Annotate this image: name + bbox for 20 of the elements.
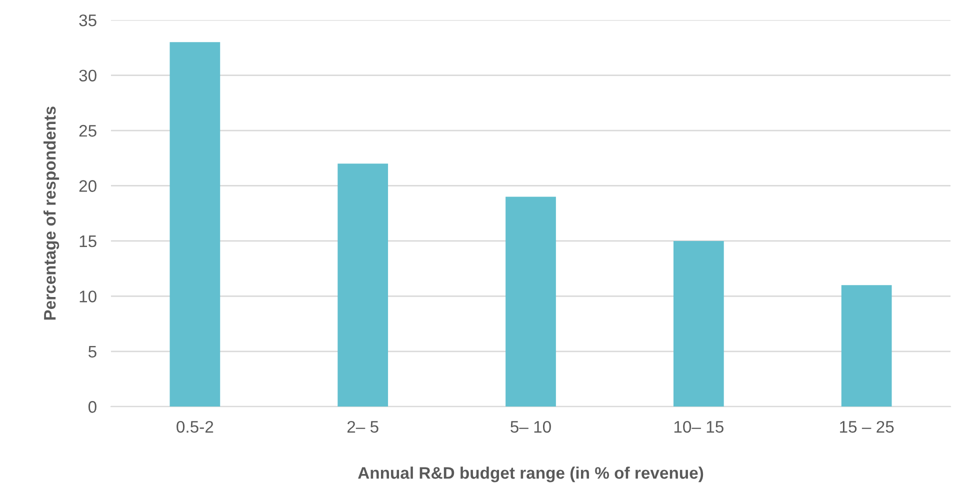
x-tick-label: 15 – 25: [840, 420, 894, 433]
bar: [841, 285, 892, 407]
x-tick-label: 2– 5: [347, 420, 378, 433]
x-tick-label: 5– 10: [510, 420, 551, 433]
bar: [673, 240, 724, 407]
y-axis-title: Percentage of respondents: [43, 106, 60, 320]
bar: [338, 164, 388, 407]
y-tick-label: 30: [79, 70, 96, 82]
y-tick-label: 0: [88, 401, 96, 413]
y-tick-label: 5: [88, 346, 96, 358]
y-tick-label: 10: [80, 290, 96, 302]
y-tick-label: 25: [79, 124, 96, 137]
x-axis-title: Annual R&D budget range (in % of revenue): [358, 466, 704, 482]
bar: [170, 42, 220, 407]
x-tick-label: 10– 15: [674, 420, 724, 433]
y-tick-label: 20: [79, 180, 96, 192]
y-tick-label: 35: [79, 14, 96, 26]
bar: [506, 196, 556, 407]
y-tick-label: 15: [80, 236, 96, 248]
x-tick-label: 0.5-2: [176, 420, 214, 433]
